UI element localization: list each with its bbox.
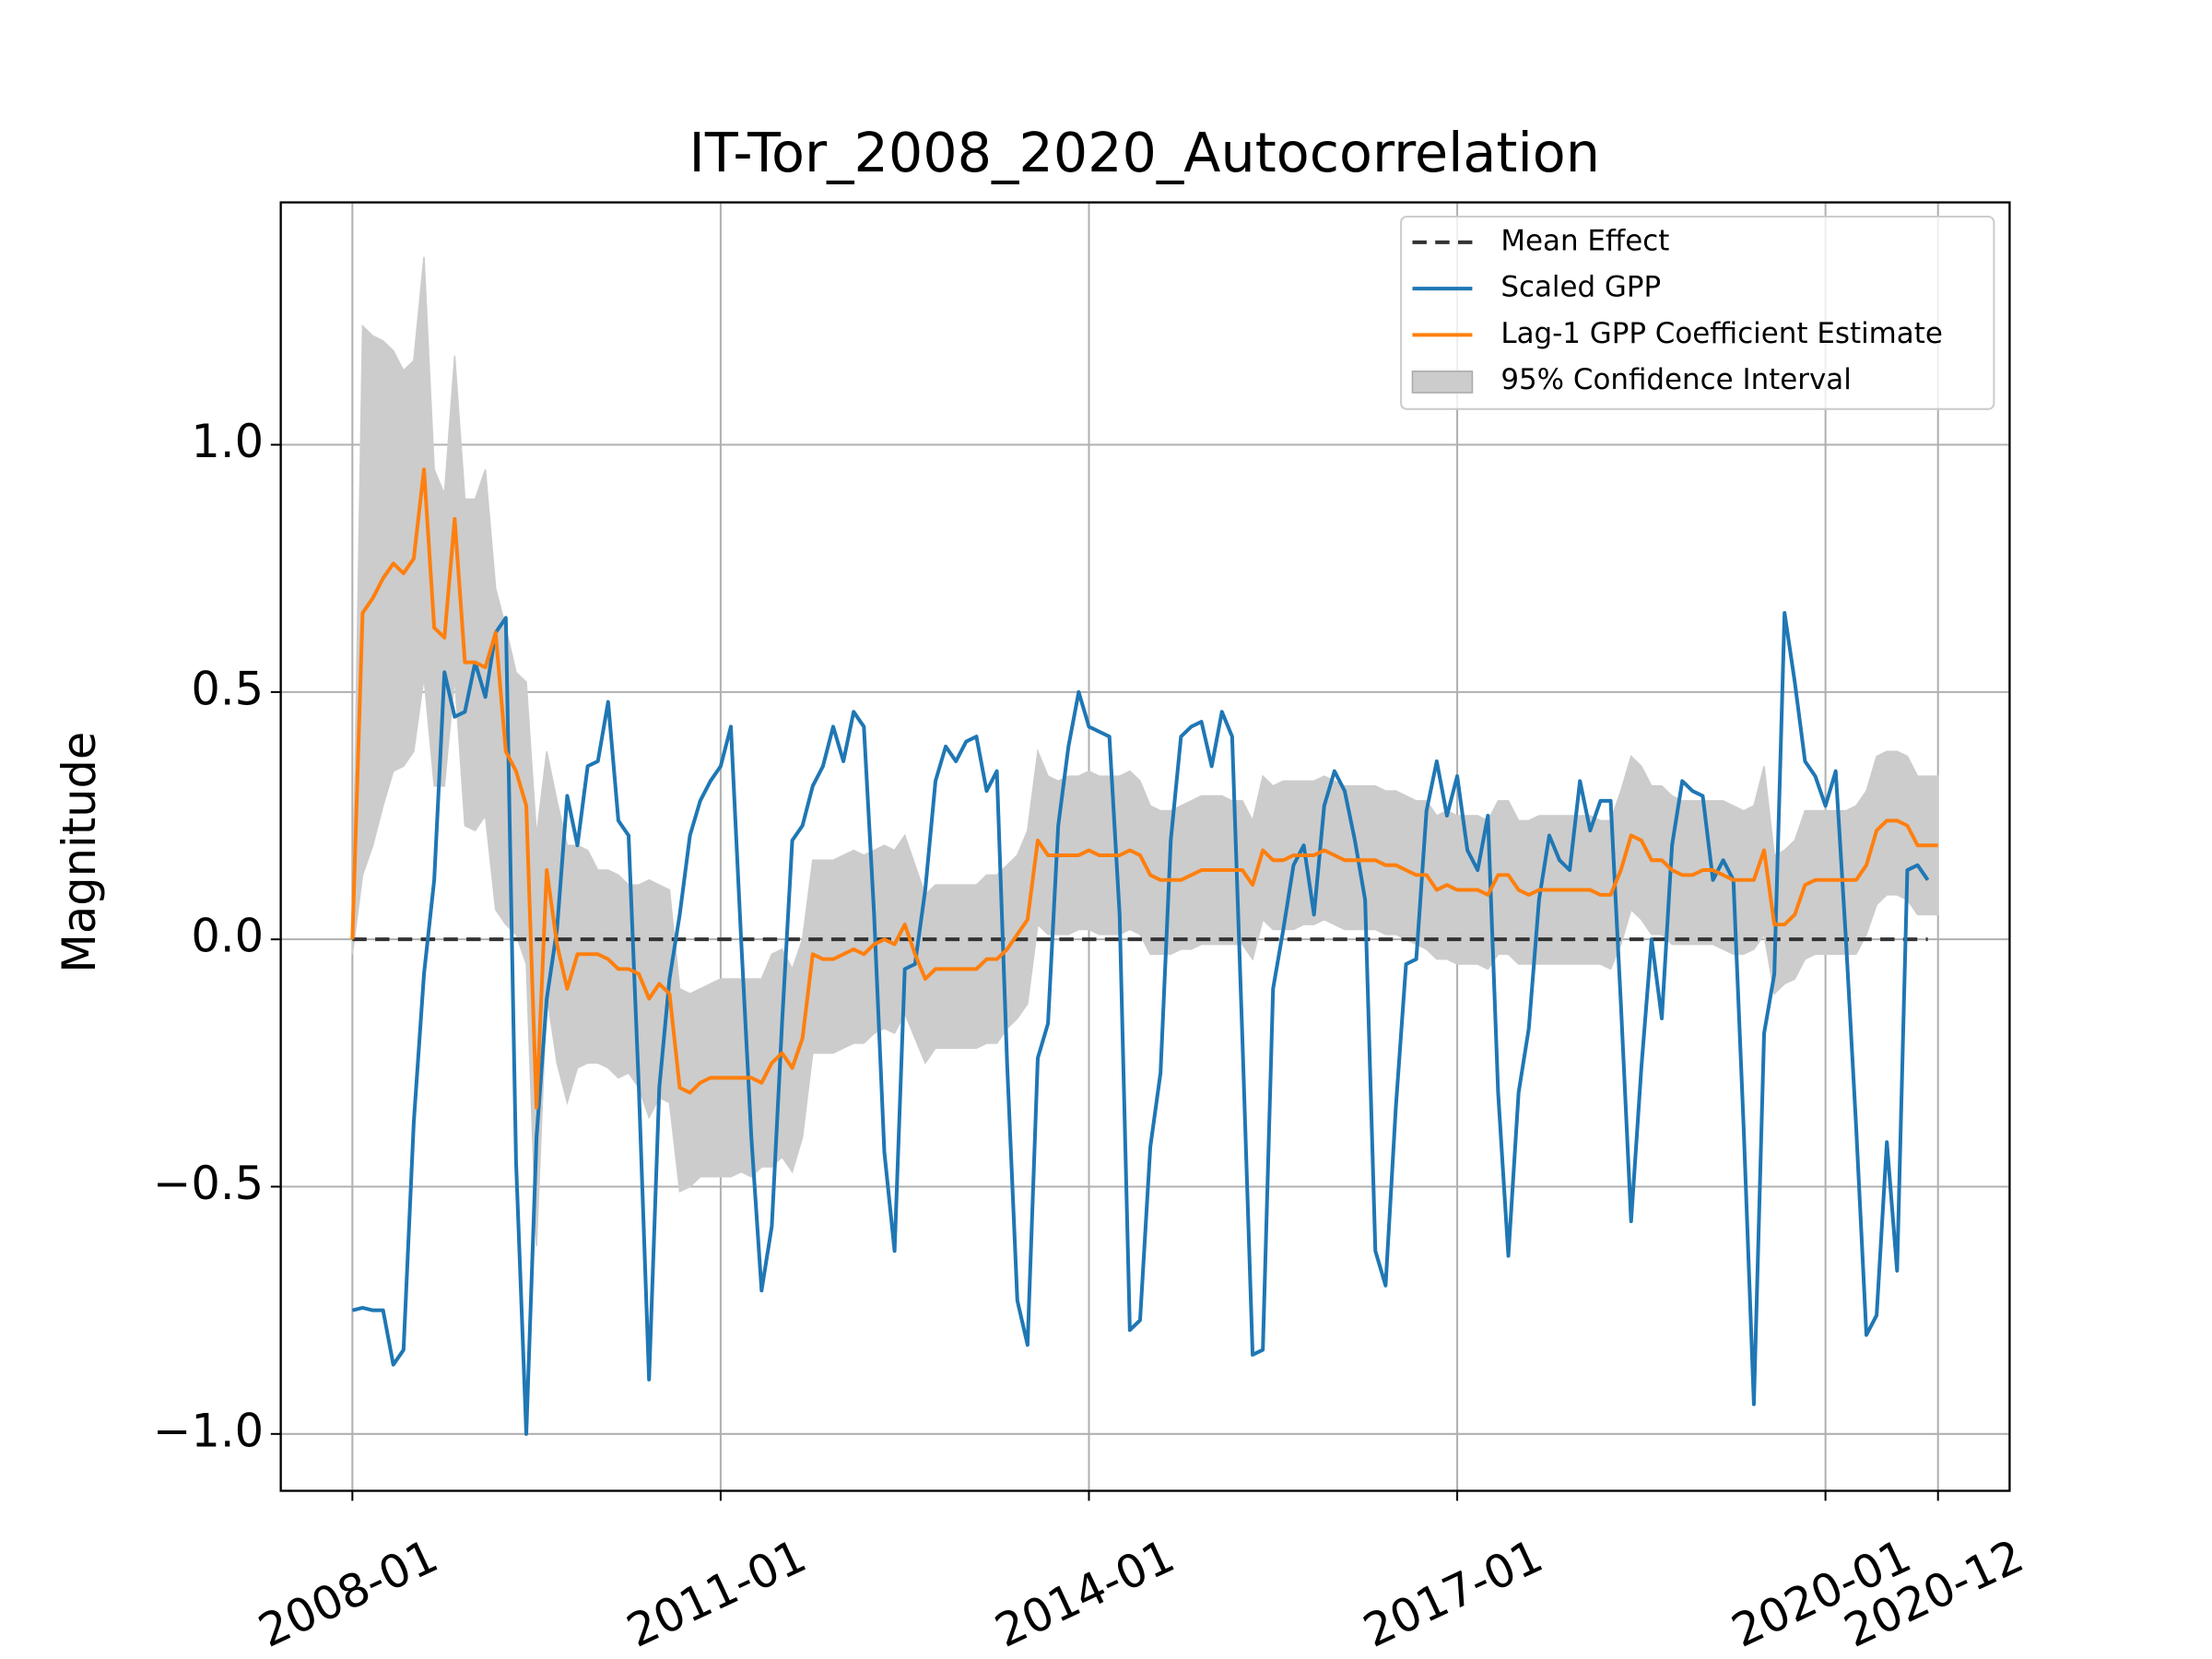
series-line [350, 467, 1938, 1110]
y-tick-label: −1.0 [153, 1404, 264, 1457]
series-line [351, 610, 1930, 1436]
legend-box [1400, 216, 1995, 410]
chart-title: IT-Tor_2008_2020_Autocorrelation [689, 121, 1600, 184]
confidence-band [351, 256, 1939, 1246]
axes-frame [279, 201, 2011, 1492]
y-tick-label: 1.0 [191, 415, 264, 468]
y-axis-label: Magnitude [53, 732, 106, 973]
y-tick-label: 0.5 [191, 662, 264, 715]
y-tick-label: 0.0 [191, 910, 264, 963]
plot-area [350, 256, 1939, 1436]
legend-label: Lag-1 GPP Coefficient Estimate [1500, 317, 1943, 350]
legend-label: Mean Effect [1500, 224, 1669, 257]
y-tick-label: −0.5 [153, 1157, 264, 1210]
legend-swatch [1411, 371, 1474, 394]
legend: Mean Effect Scaled GPP Lag-1 GPP Coefficie… [1400, 216, 1995, 410]
legend-label: 95% Confidence Interval [1500, 363, 1851, 396]
legend-label: Scaled GPP [1500, 271, 1661, 304]
